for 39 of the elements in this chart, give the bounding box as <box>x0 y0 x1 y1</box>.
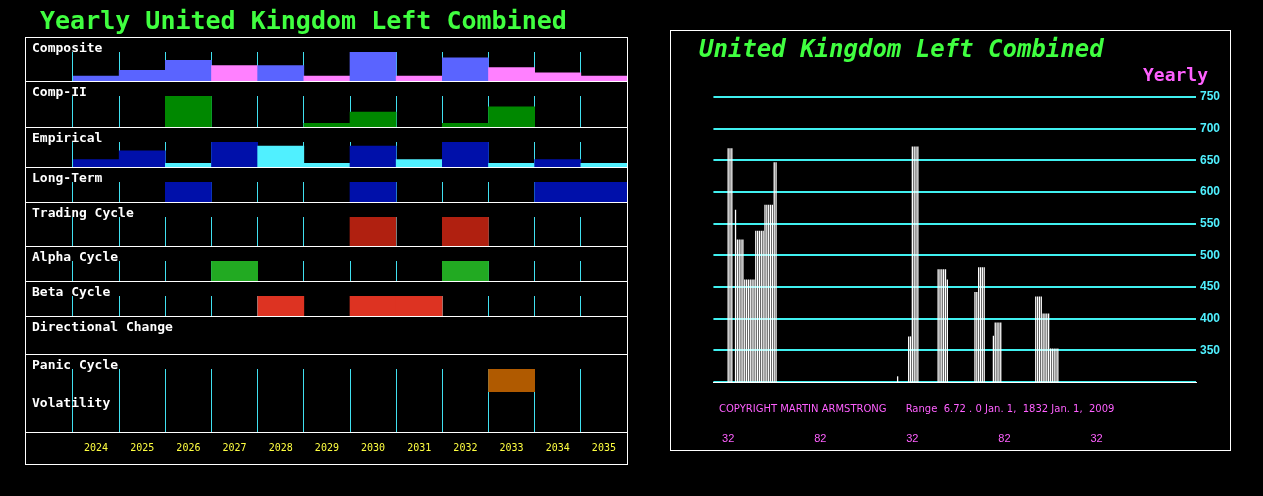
chart-title: Panic Cycle <box>32 357 119 372</box>
chart-title: Composite <box>32 40 103 55</box>
x-tick-label: 32 <box>906 431 919 444</box>
x-tick-label: 32 <box>1090 431 1103 444</box>
x-tick-label: 82 <box>998 431 1011 444</box>
y-tick-label: 600 <box>1200 184 1221 199</box>
x-tick-label: 2034 <box>545 441 570 453</box>
x-tick-label: 32 <box>722 431 735 444</box>
text: Directional Change <box>32 319 173 334</box>
y-tick-label: 450 <box>1200 279 1221 294</box>
x-tick-label: 2026 <box>176 441 201 453</box>
chart-title: Alpha Cycle <box>32 249 119 264</box>
x-tick-label: 2031 <box>407 441 432 453</box>
x-tick-label: 2025 <box>130 441 155 453</box>
x-tick-label: 2028 <box>268 441 293 453</box>
text: Yearly United Kingdom Left Combined <box>40 6 568 37</box>
y-tick-label: 650 <box>1200 152 1221 167</box>
chart-title: United Kingdom Left Combined <box>699 35 1104 63</box>
x-tick-label: 2027 <box>222 441 247 453</box>
y-tick-label: 500 <box>1200 247 1221 262</box>
chart-subtitle: Yearly <box>1142 64 1208 85</box>
chart-title: Trading Cycle <box>32 205 134 220</box>
chart-title: Long-Term <box>32 170 103 185</box>
y-tick-label: 350 <box>1200 342 1221 357</box>
x-tick-label: 2024 <box>84 441 109 453</box>
x-tick-label: 2030 <box>361 441 386 453</box>
y-tick-label: 750 <box>1200 89 1221 104</box>
x-tick-label: 2029 <box>314 441 339 453</box>
chart-title: Empirical <box>32 130 103 145</box>
x-tick-label: 2035 <box>591 441 616 453</box>
x-tick-label: 2033 <box>499 441 524 453</box>
chart-title: Comp-II <box>32 84 87 99</box>
y-tick-label: 700 <box>1200 120 1221 135</box>
x-tick-label: 82 <box>814 431 827 444</box>
x-tick-label: 2032 <box>453 441 478 453</box>
chart-title: Beta Cycle <box>32 284 111 299</box>
text: COPYRIGHT MARTIN ARMSTRONG Range 6.72 . 0 Jan. 1, 1832 Jan. 1, 2009 <box>719 403 1115 414</box>
y-tick-label: 400 <box>1200 310 1221 325</box>
y-tick-label: 550 <box>1200 215 1221 230</box>
